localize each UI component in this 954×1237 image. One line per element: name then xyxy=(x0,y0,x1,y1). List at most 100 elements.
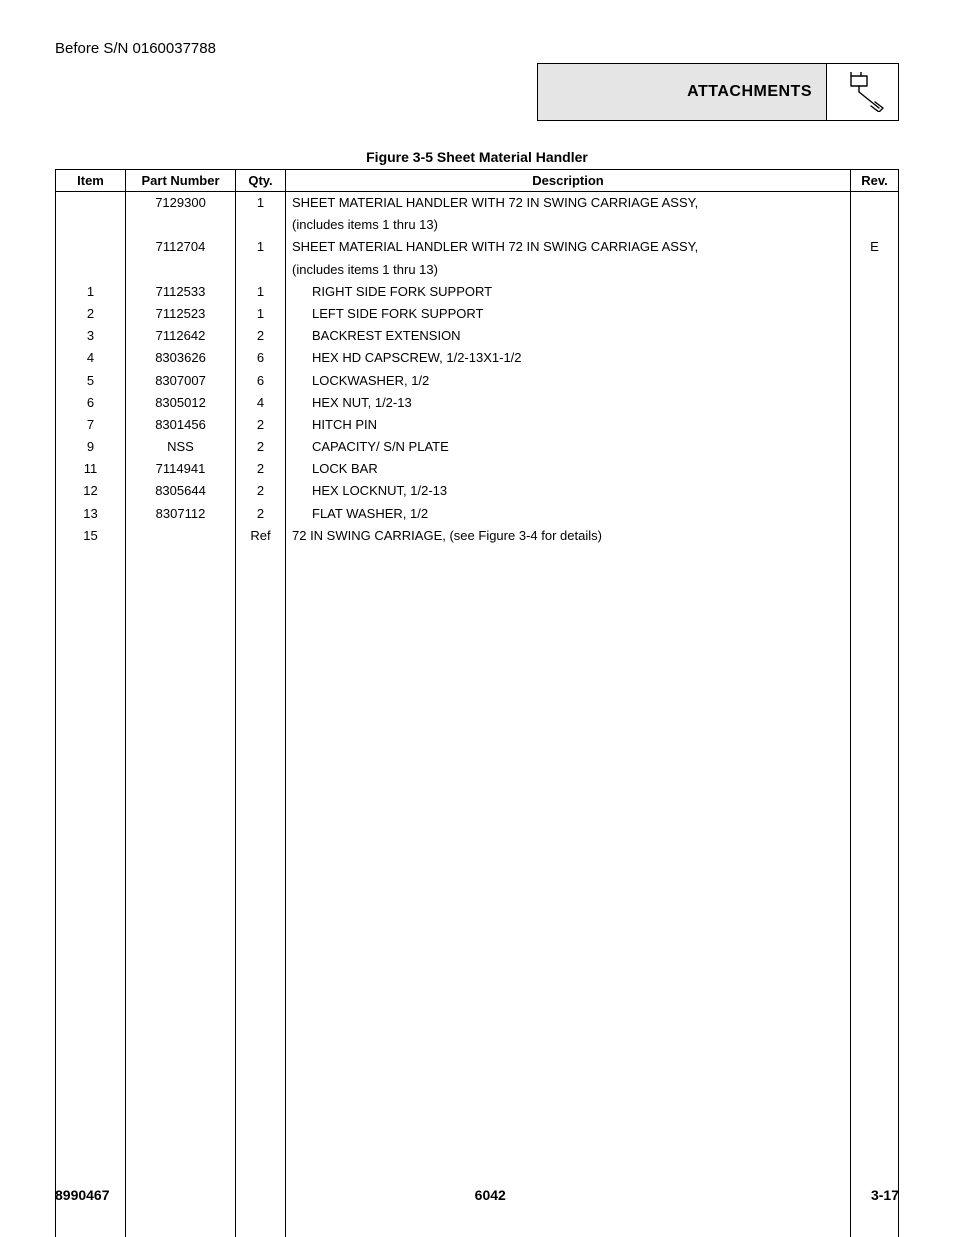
cell-desc: LOCKWASHER, 1/2 xyxy=(286,370,851,392)
table-row: 9NSS2CAPACITY/ S/N PLATE xyxy=(56,436,899,458)
cell-rev xyxy=(851,503,899,525)
cell-item: 13 xyxy=(56,503,126,525)
table-row: 783014562HITCH PIN xyxy=(56,414,899,436)
col-qty: Qty. xyxy=(236,170,286,192)
attachments-icon xyxy=(827,63,899,121)
cell-qty: 2 xyxy=(236,414,286,436)
table-spacer xyxy=(56,547,899,1237)
cell-item xyxy=(56,259,126,281)
table-header-row: Item Part Number Qty. Description Rev. xyxy=(56,170,899,192)
col-item: Item xyxy=(56,170,126,192)
cell-desc: LOCK BAR xyxy=(286,458,851,480)
cell-part: 7114941 xyxy=(126,458,236,480)
cell-desc: (includes items 1 thru 13) xyxy=(286,214,851,236)
cell-desc: SHEET MATERIAL HANDLER WITH 72 IN SWING … xyxy=(286,192,851,215)
cell-rev xyxy=(851,436,899,458)
cell-qty: 2 xyxy=(236,480,286,502)
cell-qty: 1 xyxy=(236,303,286,325)
table-row: 1283056442HEX LOCKNUT, 1/2-13 xyxy=(56,480,899,502)
cell-desc: (includes items 1 thru 13) xyxy=(286,259,851,281)
cell-rev xyxy=(851,347,899,369)
cell-desc: HEX NUT, 1/2-13 xyxy=(286,392,851,414)
section-band: ATTACHMENTS xyxy=(537,63,827,121)
table-row: (includes items 1 thru 13) xyxy=(56,214,899,236)
cell-desc: CAPACITY/ S/N PLATE xyxy=(286,436,851,458)
table-row: 71127041SHEET MATERIAL HANDLER WITH 72 I… xyxy=(56,236,899,258)
cell-part xyxy=(126,259,236,281)
cell-desc: HITCH PIN xyxy=(286,414,851,436)
cell-item: 4 xyxy=(56,347,126,369)
cell-rev xyxy=(851,192,899,215)
cell-qty: 4 xyxy=(236,392,286,414)
cell-rev xyxy=(851,392,899,414)
page-footer: 8990467 6042 3-17 xyxy=(55,1187,899,1203)
cell-rev xyxy=(851,325,899,347)
cell-desc: HEX LOCKNUT, 1/2-13 xyxy=(286,480,851,502)
cell-part: 7112533 xyxy=(126,281,236,303)
cell-part: NSS xyxy=(126,436,236,458)
cell-part: 7129300 xyxy=(126,192,236,215)
cell-qty: 2 xyxy=(236,458,286,480)
cell-desc: FLAT WASHER, 1/2 xyxy=(286,503,851,525)
col-rev: Rev. xyxy=(851,170,899,192)
table-row: 71293001SHEET MATERIAL HANDLER WITH 72 I… xyxy=(56,192,899,215)
cell-part: 8307112 xyxy=(126,503,236,525)
cell-item xyxy=(56,192,126,215)
cell-qty: 1 xyxy=(236,192,286,215)
cell-qty: 1 xyxy=(236,281,286,303)
cell-part: 8305012 xyxy=(126,392,236,414)
cell-item: 7 xyxy=(56,414,126,436)
section-title: ATTACHMENTS xyxy=(687,83,812,101)
cell-part: 8305644 xyxy=(126,480,236,502)
cell-qty: 1 xyxy=(236,236,286,258)
table-row: 483036266HEX HD CAPSCREW, 1/2-13X1-1/2 xyxy=(56,347,899,369)
cell-item: 9 xyxy=(56,436,126,458)
footer-right: 3-17 xyxy=(871,1187,899,1203)
cell-part xyxy=(126,214,236,236)
cell-rev xyxy=(851,214,899,236)
header-row: ATTACHMENTS xyxy=(55,63,899,121)
figure-caption: Figure 3-5 Sheet Material Handler xyxy=(55,149,899,165)
cell-part: 7112642 xyxy=(126,325,236,347)
table-row: 1171149412LOCK BAR xyxy=(56,458,899,480)
cell-item: 2 xyxy=(56,303,126,325)
cell-part: 8303626 xyxy=(126,347,236,369)
cell-desc: BACKREST EXTENSION xyxy=(286,325,851,347)
parts-table: Item Part Number Qty. Description Rev. 7… xyxy=(55,169,899,1237)
col-desc: Description xyxy=(286,170,851,192)
cell-item xyxy=(56,236,126,258)
col-part: Part Number xyxy=(126,170,236,192)
cell-item: 3 xyxy=(56,325,126,347)
cell-part xyxy=(126,525,236,547)
cell-qty: Ref xyxy=(236,525,286,547)
table-row: 583070076LOCKWASHER, 1/2 xyxy=(56,370,899,392)
cell-rev xyxy=(851,281,899,303)
cell-part: 7112523 xyxy=(126,303,236,325)
cell-desc: 72 IN SWING CARRIAGE, (see Figure 3-4 fo… xyxy=(286,525,851,547)
cell-rev xyxy=(851,480,899,502)
cell-item: 5 xyxy=(56,370,126,392)
cell-rev xyxy=(851,414,899,436)
cell-qty xyxy=(236,259,286,281)
cell-part: 7112704 xyxy=(126,236,236,258)
footer-center: 6042 xyxy=(475,1187,506,1203)
cell-desc: HEX HD CAPSCREW, 1/2-13X1-1/2 xyxy=(286,347,851,369)
table-row: 171125331RIGHT SIDE FORK SUPPORT xyxy=(56,281,899,303)
cell-desc: RIGHT SIDE FORK SUPPORT xyxy=(286,281,851,303)
cell-qty xyxy=(236,214,286,236)
table-row: 271125231LEFT SIDE FORK SUPPORT xyxy=(56,303,899,325)
cell-item: 1 xyxy=(56,281,126,303)
cell-qty: 2 xyxy=(236,503,286,525)
cell-rev xyxy=(851,458,899,480)
table-row: 683050124HEX NUT, 1/2-13 xyxy=(56,392,899,414)
cell-rev xyxy=(851,259,899,281)
table-row: 371126422BACKREST EXTENSION xyxy=(56,325,899,347)
table-row: 15Ref72 IN SWING CARRIAGE, (see Figure 3… xyxy=(56,525,899,547)
cell-part: 8301456 xyxy=(126,414,236,436)
cell-qty: 2 xyxy=(236,325,286,347)
cell-rev: E xyxy=(851,236,899,258)
cell-rev xyxy=(851,303,899,325)
cell-desc: SHEET MATERIAL HANDLER WITH 72 IN SWING … xyxy=(286,236,851,258)
cell-item xyxy=(56,214,126,236)
cell-item: 11 xyxy=(56,458,126,480)
